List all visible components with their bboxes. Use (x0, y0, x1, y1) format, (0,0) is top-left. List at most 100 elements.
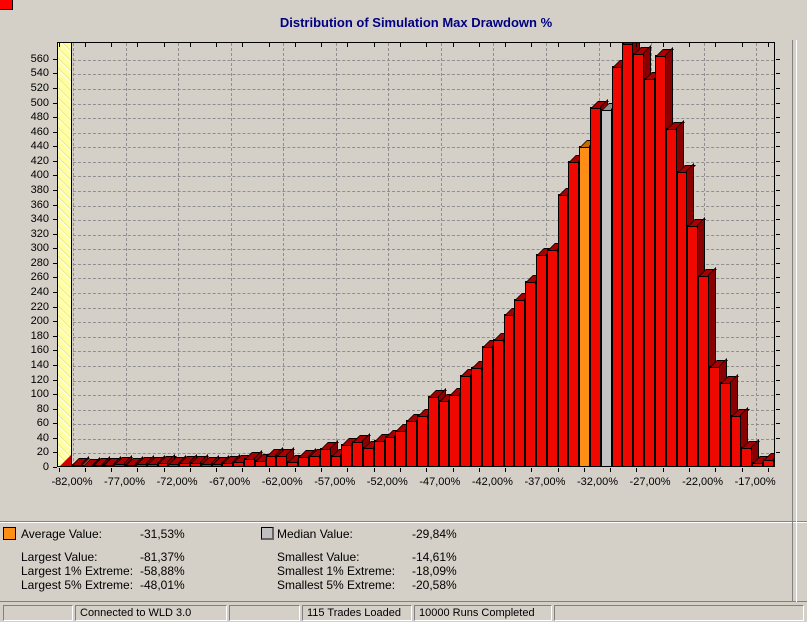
y-axis-right-tick (776, 437, 780, 439)
gridline-horizontal (58, 365, 774, 367)
x-axis-tick (505, 468, 507, 472)
status-panel: 10000 Runs Completed (414, 605, 552, 621)
histogram-bar (622, 43, 634, 466)
x-axis-top-tick (294, 43, 296, 47)
y-axis-tick (53, 423, 57, 425)
histogram-bar (341, 444, 353, 466)
x-axis-label: -82,00% (51, 476, 93, 488)
x-axis-top-tick (636, 43, 638, 47)
histogram-bar (157, 462, 169, 466)
histogram-bar (406, 420, 417, 466)
gridline-vertical (178, 43, 180, 466)
y-axis-tick (53, 437, 57, 439)
x-axis-label: -42,00% (471, 476, 513, 488)
legend-value: -58,88% (140, 564, 185, 578)
histogram-bar (665, 128, 677, 466)
x-axis-tick (242, 468, 244, 472)
x-axis-label: -22,00% (682, 476, 724, 488)
x-axis-label: -47,00% (419, 476, 461, 488)
y-axis-tick (53, 277, 57, 279)
histogram-bar (708, 366, 720, 466)
y-axis-right-tick (776, 189, 780, 191)
x-axis-top-tick (452, 43, 454, 47)
x-axis-tick (610, 468, 612, 472)
histogram-bar (244, 458, 255, 466)
y-axis-right-tick (776, 175, 780, 177)
y-axis-tick (53, 87, 57, 89)
gridline-horizontal (58, 176, 774, 178)
histogram-bar (168, 463, 180, 466)
median-swatch (261, 527, 274, 540)
x-axis-top-tick (426, 43, 428, 47)
x-axis-label: -67,00% (209, 476, 251, 488)
x-axis-tick (767, 468, 769, 472)
y-axis-right-tick (776, 321, 780, 323)
x-axis-top-tick (715, 43, 717, 47)
x-axis-tick (137, 468, 139, 472)
x-axis-tick (111, 468, 113, 472)
legend-value: -29,84% (412, 527, 457, 541)
gridline-horizontal (58, 278, 774, 280)
x-axis-top-tick (610, 43, 612, 47)
histogram-bar (481, 346, 493, 466)
y-axis-tick (53, 321, 57, 323)
gridline-vertical (756, 43, 758, 466)
histogram-bar (287, 461, 299, 466)
x-axis-label: -17,00% (734, 476, 776, 488)
gridline-horizontal (58, 263, 774, 265)
x-axis-top-tick (189, 43, 191, 47)
gridline-vertical (283, 43, 285, 466)
y-axis-tick (53, 131, 57, 133)
y-axis-right-tick (776, 335, 780, 337)
legend-value: -14,61% (412, 550, 457, 564)
histogram-bar (471, 367, 482, 466)
x-axis-tick (715, 468, 717, 472)
histogram-bars (71, 43, 774, 466)
y-axis-right-tick (776, 292, 780, 294)
x-axis-tick (189, 468, 191, 472)
histogram-bar (103, 464, 115, 466)
y-axis-right-tick (776, 204, 780, 206)
y-axis-label: 140 (30, 358, 49, 371)
y-axis-right-tick (776, 233, 780, 235)
legend-label: Average Value: (21, 527, 102, 541)
gridline-vertical (73, 43, 74, 466)
y-axis-tick (53, 175, 57, 177)
x-axis-tick (58, 468, 60, 472)
histogram-bar (384, 436, 396, 466)
histogram-bar (135, 463, 147, 466)
legend-value: -20,58% (412, 578, 457, 592)
x-axis-top-tick (583, 43, 585, 47)
y-axis-tick (53, 452, 57, 454)
x-axis-top-tick (505, 43, 507, 47)
x-axis-tick (478, 468, 480, 472)
x-axis-top-tick (478, 43, 480, 47)
y-axis-right-tick (776, 117, 780, 119)
y-axis-label: 360 (30, 198, 49, 211)
status-panel: 115 Trades Loaded (302, 605, 412, 621)
x-axis-label: -37,00% (524, 476, 566, 488)
x-axis-tick (662, 468, 664, 472)
gridline-vertical (230, 43, 232, 466)
y-axis-label: 420 (30, 154, 49, 167)
gridline-horizontal (58, 336, 774, 338)
histogram-bar (644, 78, 655, 466)
histogram-bar (568, 161, 580, 466)
histogram-bar (373, 440, 385, 466)
y-axis-label: 40 (36, 431, 49, 444)
x-axis-top-tick (662, 43, 664, 47)
histogram-bar (557, 194, 569, 466)
gridline-horizontal (58, 351, 774, 353)
x-axis: -82,00% -77,00% -72,00% -67,00% -62,00% -57,0… (52, 467, 776, 493)
y-axis-tick (53, 204, 57, 206)
legend-label: Smallest 1% Extreme: (277, 564, 396, 578)
x-axis-label: -72,00% (156, 476, 198, 488)
x-axis-top-tick (137, 43, 139, 47)
histogram-bar (417, 415, 428, 466)
y-axis-tick (53, 364, 57, 366)
gridline-horizontal (58, 205, 774, 207)
gridline-vertical (125, 43, 127, 466)
x-axis-top-tick (163, 43, 165, 47)
gridline-vertical (493, 43, 495, 466)
y-axis-tick (53, 379, 57, 381)
